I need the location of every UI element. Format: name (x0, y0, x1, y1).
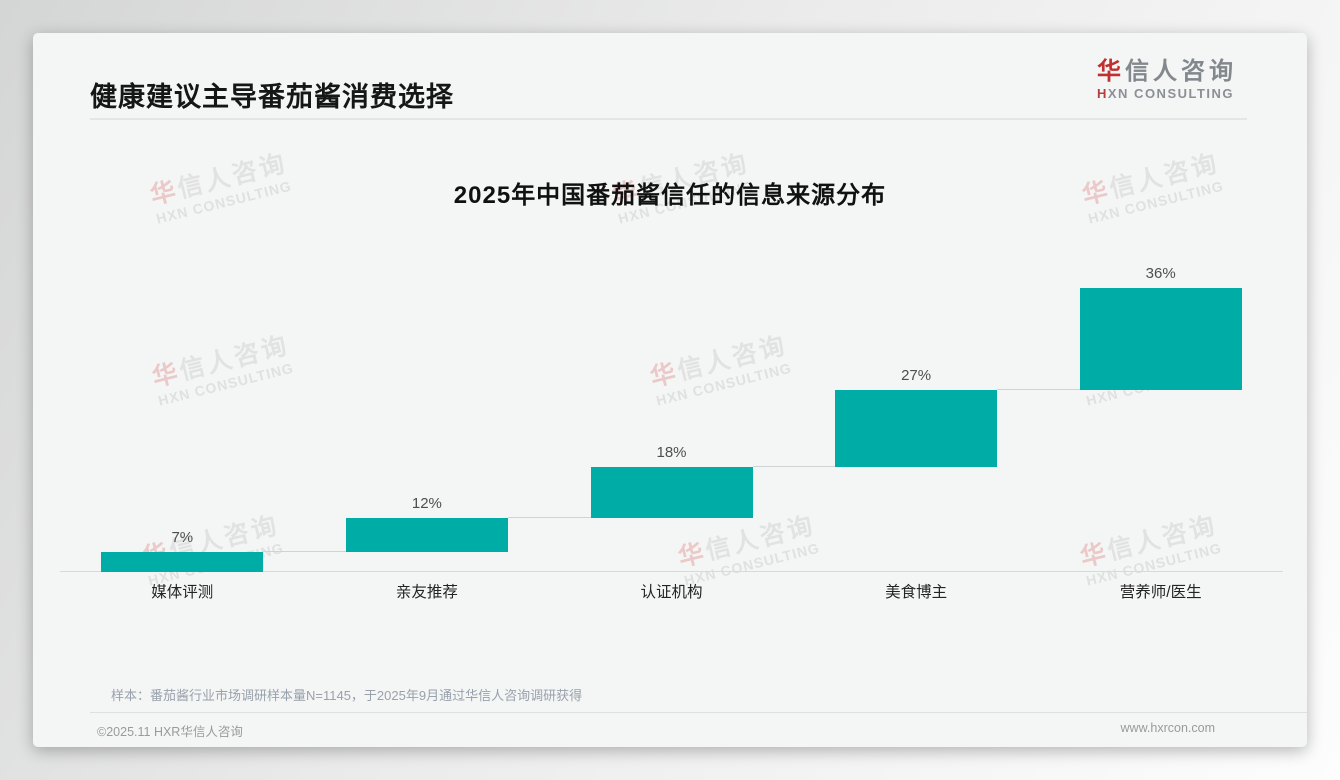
bar-认证机构 (590, 466, 753, 519)
chart-title: 2025年中国番茄酱信任的信息来源分布 (453, 182, 887, 209)
bar-营养师/医生 (1079, 288, 1242, 391)
category-label: 认证机构 (640, 584, 703, 601)
page-title: 健康建议主导番茄酱消费选择 (90, 82, 454, 112)
category-axis: 媒体评测 亲友推荐 认证机构 美食博主 营养师/医生 (60, 580, 1283, 604)
logo-cn-rest: 信人咨询 (1125, 58, 1237, 85)
bar-美食博主 (835, 390, 998, 467)
data-label: 36% (1145, 265, 1176, 282)
data-label: 7% (171, 529, 194, 547)
data-label: 27% (901, 367, 932, 385)
category-label: 营养师/医生 (1119, 584, 1202, 601)
website-link[interactable]: www.hxrcon.com (1120, 721, 1215, 735)
category-label: 媒体评测 (151, 584, 214, 601)
x-axis-baseline (60, 571, 1283, 572)
category-label: 亲友推荐 (395, 584, 458, 601)
data-label: 18% (656, 443, 687, 461)
header-divider (90, 118, 1247, 120)
company-logo: 华信人咨询 HXN CONSULTING (1097, 58, 1237, 101)
bar-媒体评测 (101, 552, 264, 572)
report-card: 华信人咨询 HXN CONSULTING 华信人咨询 HXN CONSULTING 华信… (33, 33, 1307, 747)
footer: ©2025.11 HXR华信人咨询 www.hxrcon.com (97, 721, 1215, 740)
sample-note: 样本：番茄酱行业市场调研样本量N=1145，于2025年9月通过华信人咨询调研获… (111, 688, 583, 703)
waterfall-chart: 7% 12% 18% 27% 36% (60, 265, 1283, 572)
footer-divider (90, 712, 1307, 713)
logo-en-rest: XN CONSULTING (1107, 86, 1235, 102)
logo-chinese-text: 华信人咨询 (1097, 58, 1237, 85)
logo-english-text: HXN CONSULTING (1097, 86, 1237, 101)
category-label: 美食博主 (885, 584, 948, 601)
copyright-text: ©2025.11 HXR华信人咨询 (97, 725, 243, 739)
data-label: 12% (411, 495, 442, 513)
logo-en-accent: H (1097, 86, 1108, 102)
bar-亲友推荐 (345, 518, 508, 553)
logo-cn-accent: 华 (1097, 58, 1125, 85)
